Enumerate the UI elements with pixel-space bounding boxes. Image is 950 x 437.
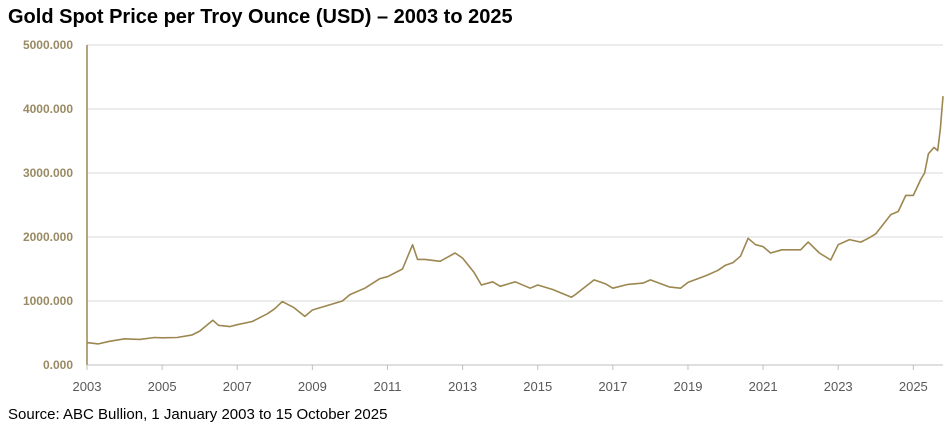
x-tick-label: 2023 bbox=[824, 379, 853, 394]
y-tick-label: 4000.000 bbox=[23, 102, 73, 116]
x-tick-label: 2025 bbox=[899, 379, 928, 394]
y-tick-label: 2000.000 bbox=[23, 230, 73, 244]
x-tick-label: 2009 bbox=[298, 379, 327, 394]
chart-title: Gold Spot Price per Troy Ounce (USD) – 2… bbox=[8, 6, 513, 28]
y-axis-ticks: 0.000 1000.000 2000.000 3000.000 4000.000 500… bbox=[23, 38, 73, 372]
x-tick-label: 2017 bbox=[598, 379, 627, 394]
x-axis-ticks: 2003 2005 2007 2009 2011 2013 2015 2017 2019 2021… bbox=[73, 365, 928, 394]
x-tick-label: 2013 bbox=[448, 379, 477, 394]
x-tick-label: 2003 bbox=[73, 379, 102, 394]
source-note: Source: ABC Bullion, 1 January 2003 to 1… bbox=[8, 406, 388, 423]
x-tick-label: 2019 bbox=[674, 379, 703, 394]
x-tick-label: 2007 bbox=[223, 379, 252, 394]
x-tick-label: 2005 bbox=[148, 379, 177, 394]
x-tick-label: 2021 bbox=[749, 379, 778, 394]
gold-price-line bbox=[86, 96, 944, 345]
x-tick-label: 2015 bbox=[523, 379, 552, 394]
gridlines bbox=[87, 44, 943, 302]
y-tick-label: 1000.000 bbox=[23, 294, 73, 308]
y-tick-label: 0.000 bbox=[43, 358, 73, 372]
y-tick-label: 3000.000 bbox=[23, 166, 73, 180]
x-tick-label: 2011 bbox=[373, 379, 401, 394]
y-tick-label: 5000.000 bbox=[23, 38, 73, 52]
